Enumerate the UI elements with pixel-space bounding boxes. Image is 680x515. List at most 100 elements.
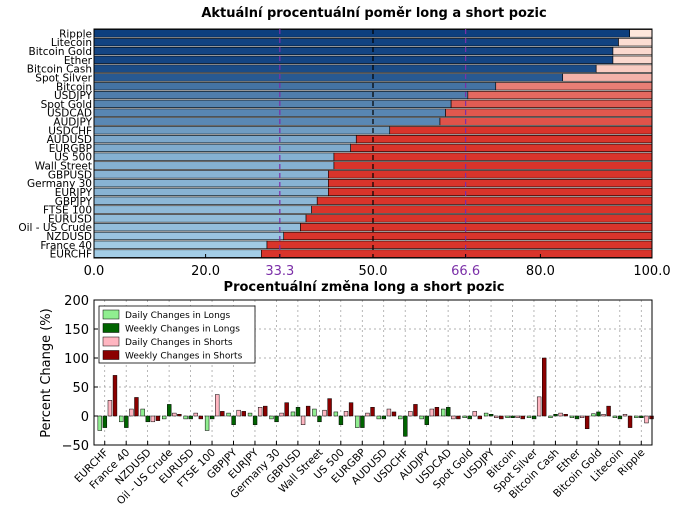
short-bar bbox=[266, 240, 653, 249]
change-bar bbox=[451, 415, 456, 420]
long-bar bbox=[93, 179, 329, 188]
change-bar bbox=[102, 415, 108, 428]
change-bar bbox=[348, 402, 354, 417]
y-axis-label: Percent Change (%) bbox=[39, 308, 54, 437]
change-bar bbox=[376, 415, 381, 420]
bottom-chart-title: Procentuální změna long a short pozic bbox=[224, 280, 505, 295]
short-bar bbox=[389, 126, 653, 135]
change-bar bbox=[312, 408, 317, 417]
change-bar bbox=[252, 415, 258, 425]
change-bar bbox=[236, 409, 241, 417]
change-bar bbox=[381, 415, 387, 420]
change-bar bbox=[622, 414, 628, 417]
change-bar bbox=[305, 405, 311, 417]
change-bar bbox=[510, 415, 515, 418]
change-bar bbox=[606, 405, 611, 417]
long-bar bbox=[93, 82, 497, 91]
y-tick-label: 100 bbox=[64, 352, 89, 367]
category-label: France 40 bbox=[40, 240, 92, 252]
x-tick-label: 33.3 bbox=[265, 264, 294, 279]
change-bar bbox=[596, 411, 601, 417]
x-tick-label: 100.0 bbox=[633, 264, 670, 279]
change-bar bbox=[284, 402, 289, 417]
change-bar bbox=[639, 415, 644, 418]
long-bar bbox=[93, 134, 357, 144]
change-bar bbox=[129, 408, 134, 417]
long-bar bbox=[93, 223, 301, 232]
change-bar bbox=[536, 396, 542, 417]
long-bar bbox=[93, 161, 335, 170]
change-bar bbox=[327, 398, 332, 417]
category-label: USDJPY bbox=[54, 90, 93, 102]
category-label: Bitcoin bbox=[56, 81, 92, 93]
long-bar bbox=[93, 170, 329, 179]
change-bar bbox=[542, 357, 547, 417]
change-bar bbox=[183, 415, 188, 420]
change-bar bbox=[424, 415, 429, 425]
change-bar bbox=[177, 414, 182, 417]
change-bar bbox=[322, 409, 327, 417]
y-tick-label: 50 bbox=[72, 381, 89, 396]
change-bar bbox=[434, 407, 440, 417]
change-bar bbox=[370, 407, 375, 417]
change-bar bbox=[584, 415, 590, 430]
category-label: GBPJPY bbox=[55, 196, 93, 208]
short-bar bbox=[283, 231, 653, 241]
y-tick-label: 200 bbox=[64, 294, 89, 309]
long-bar bbox=[93, 214, 307, 223]
y-tick-label: −50 bbox=[62, 439, 89, 454]
short-bar bbox=[355, 134, 653, 144]
change-bar bbox=[145, 415, 150, 423]
change-bar bbox=[413, 404, 418, 417]
short-bar bbox=[316, 196, 653, 205]
change-bar bbox=[617, 415, 623, 420]
short-bar bbox=[300, 223, 653, 232]
short-bar bbox=[350, 143, 653, 153]
short-bar bbox=[612, 55, 653, 64]
long-bar bbox=[93, 64, 597, 73]
category-label: US 500 bbox=[54, 152, 92, 164]
category-label: Spot Gold bbox=[41, 99, 92, 111]
category-label: FTSE 100 bbox=[43, 205, 92, 217]
change-bar bbox=[365, 412, 370, 417]
change-bar bbox=[124, 415, 129, 428]
long-bar bbox=[93, 55, 614, 64]
category-label: USDCHF bbox=[48, 125, 92, 137]
category-label: Bitcoin Gold bbox=[29, 46, 93, 58]
long-bar bbox=[93, 73, 564, 82]
top-chart-title: Aktuální procentuální poměr long a short… bbox=[201, 6, 546, 21]
long-bar bbox=[93, 117, 441, 126]
change-bar bbox=[419, 415, 424, 420]
change-bar bbox=[483, 412, 489, 417]
change-bar bbox=[155, 415, 161, 421]
legend-box bbox=[98, 305, 256, 364]
category-label: AUDJPY bbox=[53, 116, 92, 128]
plot-frame bbox=[93, 299, 653, 446]
change-bar bbox=[526, 415, 532, 418]
long-bar bbox=[93, 29, 630, 38]
change-bar bbox=[477, 415, 483, 420]
change-bar bbox=[569, 415, 575, 418]
change-bar bbox=[97, 415, 102, 431]
change-bar bbox=[167, 404, 172, 417]
change-bar bbox=[247, 412, 253, 417]
change-bar bbox=[172, 412, 177, 417]
change-bar bbox=[531, 415, 537, 420]
category-label: GBPUSD bbox=[48, 169, 92, 181]
change-bar bbox=[279, 412, 284, 417]
change-bar bbox=[456, 415, 461, 420]
change-bar bbox=[488, 414, 494, 417]
change-bar bbox=[472, 411, 477, 417]
change-bar bbox=[140, 408, 145, 417]
legend-swatch bbox=[102, 323, 120, 333]
change-bar bbox=[398, 415, 403, 420]
change-bar bbox=[563, 414, 568, 417]
change-bar bbox=[403, 415, 408, 437]
change-bar bbox=[499, 415, 504, 420]
change-bar bbox=[429, 408, 435, 417]
long-bar bbox=[93, 38, 619, 47]
change-bar bbox=[231, 415, 236, 425]
